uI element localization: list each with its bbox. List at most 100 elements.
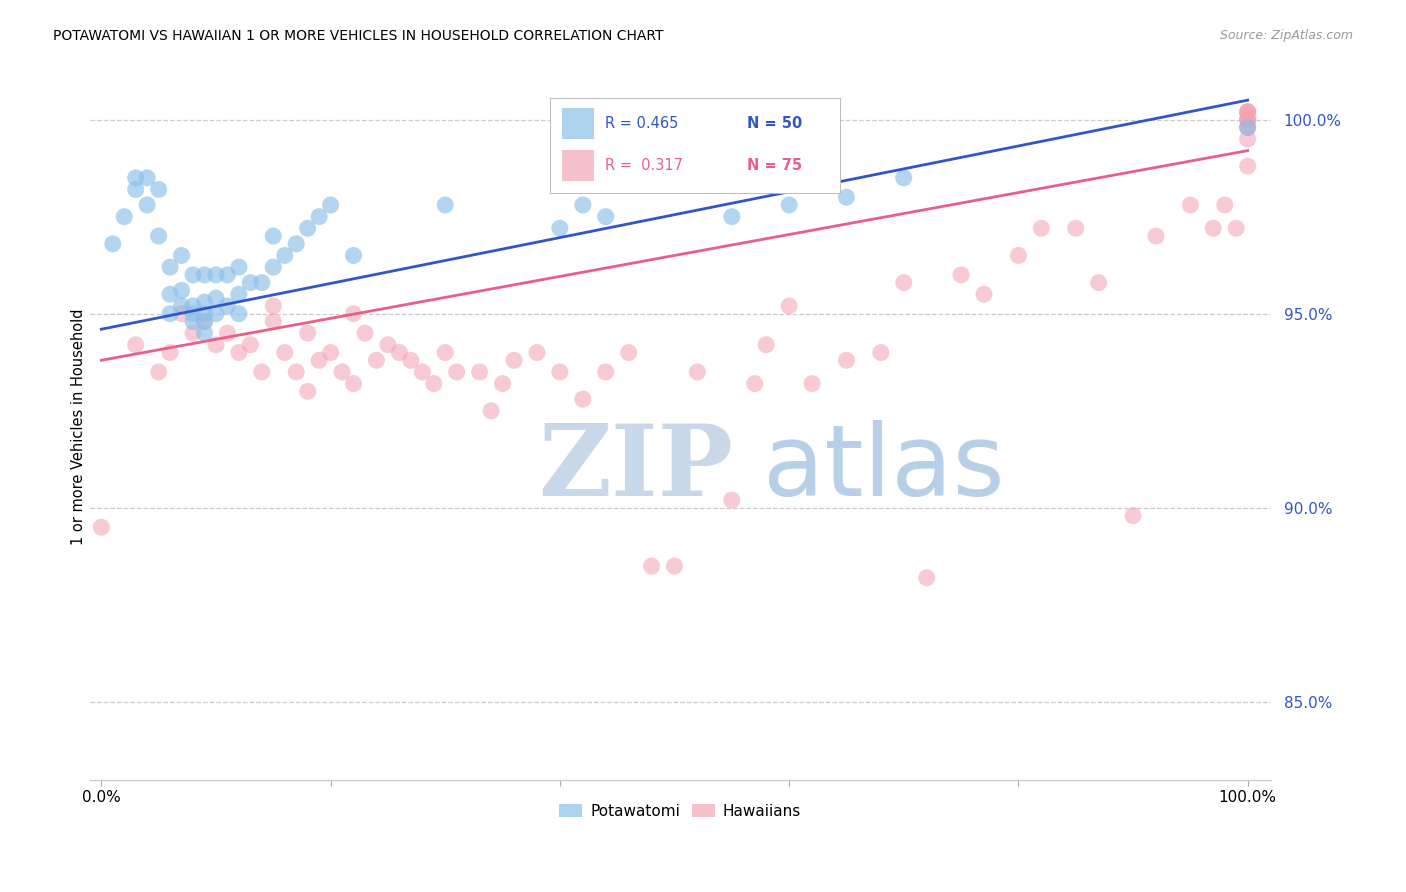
Point <box>205 268 228 282</box>
Point <box>112 210 135 224</box>
Point <box>526 345 548 359</box>
Y-axis label: 1 or more Vehicles in Household: 1 or more Vehicles in Household <box>72 308 86 544</box>
Point <box>90 520 112 534</box>
Point <box>342 376 364 391</box>
Point <box>262 260 284 274</box>
Point <box>342 248 364 262</box>
Point <box>1064 221 1087 235</box>
Point <box>366 353 388 368</box>
Point <box>217 299 239 313</box>
Point <box>1236 132 1258 146</box>
Point <box>170 307 193 321</box>
Text: atlas: atlas <box>763 420 1004 517</box>
Point <box>973 287 995 301</box>
Point <box>915 571 938 585</box>
Point <box>446 365 468 379</box>
Point <box>835 353 858 368</box>
Point <box>1122 508 1144 523</box>
Point <box>548 221 571 235</box>
Point <box>125 182 148 196</box>
Point <box>595 365 617 379</box>
Point <box>217 326 239 340</box>
Point <box>778 198 800 212</box>
Text: ZIP: ZIP <box>538 420 734 517</box>
Point <box>205 338 228 352</box>
Point <box>285 236 308 251</box>
Point <box>1236 120 1258 135</box>
Point <box>148 365 170 379</box>
Point <box>217 268 239 282</box>
Point <box>228 260 250 274</box>
Point <box>1236 112 1258 127</box>
Point <box>148 182 170 196</box>
Point <box>342 307 364 321</box>
Point <box>835 190 858 204</box>
Point <box>181 268 204 282</box>
Point <box>388 345 411 359</box>
Point <box>468 365 491 379</box>
Point <box>1144 229 1167 244</box>
Point <box>1236 120 1258 135</box>
Point <box>193 314 215 328</box>
Point <box>228 307 250 321</box>
Point <box>136 198 159 212</box>
Point <box>262 314 284 328</box>
Point <box>262 229 284 244</box>
Point <box>125 338 148 352</box>
Point <box>159 345 181 359</box>
Point <box>101 236 124 251</box>
Point <box>1236 159 1258 173</box>
Point <box>193 295 215 310</box>
Point <box>228 345 250 359</box>
Point <box>297 221 319 235</box>
Point <box>377 338 399 352</box>
Point <box>1087 276 1109 290</box>
Point <box>423 376 446 391</box>
Point <box>571 392 593 406</box>
Point <box>617 345 640 359</box>
Point <box>125 170 148 185</box>
Point <box>136 170 159 185</box>
Point <box>434 198 457 212</box>
Point <box>640 559 662 574</box>
Point <box>250 276 273 290</box>
Point <box>434 345 457 359</box>
Point <box>330 365 353 379</box>
Point <box>686 365 709 379</box>
Point <box>595 210 617 224</box>
Point <box>720 493 742 508</box>
Point <box>274 248 297 262</box>
Point <box>491 376 513 391</box>
Point <box>411 365 433 379</box>
Point <box>778 299 800 313</box>
Point <box>1236 104 1258 119</box>
Point <box>1236 104 1258 119</box>
Point <box>755 338 778 352</box>
Point <box>181 326 204 340</box>
Point <box>193 307 215 321</box>
Legend: Potawatomi, Hawaiians: Potawatomi, Hawaiians <box>554 797 807 825</box>
Point <box>297 384 319 399</box>
Point <box>1202 221 1225 235</box>
Point <box>181 299 204 313</box>
Point <box>1007 248 1029 262</box>
Point <box>399 353 422 368</box>
Point <box>297 326 319 340</box>
Point <box>893 170 915 185</box>
Point <box>159 307 181 321</box>
Point <box>1236 104 1258 119</box>
Point <box>148 229 170 244</box>
Point <box>479 403 502 417</box>
Point <box>1236 120 1258 135</box>
Text: POTAWATOMI VS HAWAIIAN 1 OR MORE VEHICLES IN HOUSEHOLD CORRELATION CHART: POTAWATOMI VS HAWAIIAN 1 OR MORE VEHICLE… <box>53 29 664 43</box>
Point <box>950 268 973 282</box>
Point <box>1180 198 1202 212</box>
Point <box>319 198 342 212</box>
Point <box>239 338 262 352</box>
Point <box>205 307 228 321</box>
Point <box>159 260 181 274</box>
Point <box>205 291 228 305</box>
Point <box>170 299 193 313</box>
Point <box>308 210 330 224</box>
Point <box>274 345 297 359</box>
